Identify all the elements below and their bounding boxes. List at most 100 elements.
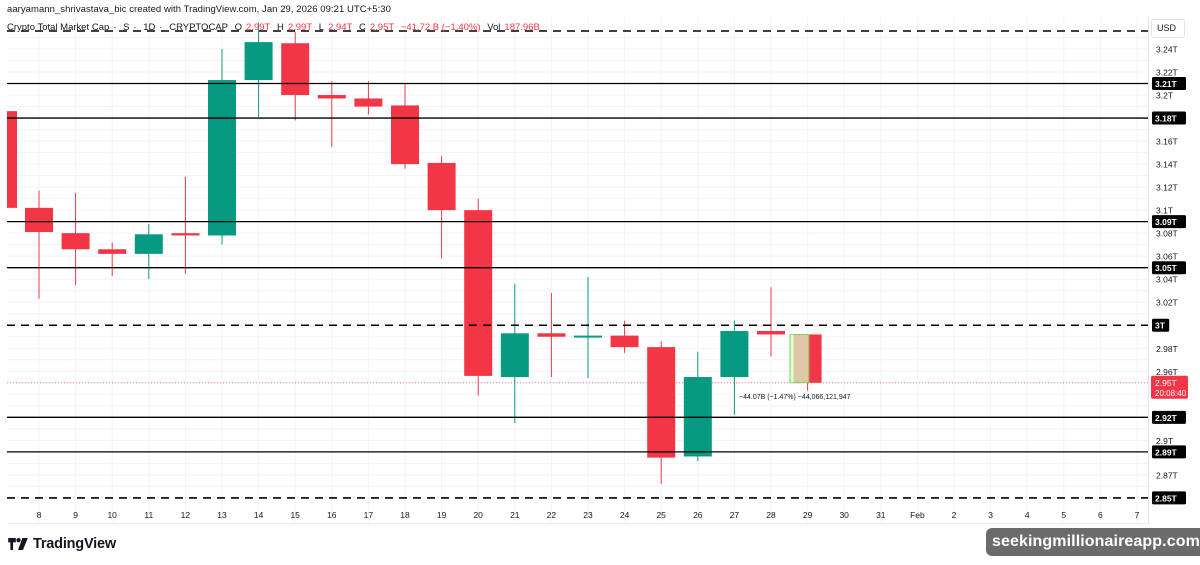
price-tick: 2.98T [1156, 344, 1178, 354]
time-tick: 13 [217, 510, 227, 520]
candle[interactable] [244, 22, 273, 117]
price-tick: 3.14T [1156, 160, 1178, 170]
price-tick: 3.1T [1156, 206, 1173, 216]
candle[interactable] [208, 49, 236, 245]
current-price-label: 2.95T [1155, 378, 1177, 388]
candle[interactable] [134, 223, 163, 280]
symbol-interval[interactable]: 1D [143, 22, 156, 33]
time-tick: 4 [1025, 510, 1030, 520]
symbol-legend[interactable]: Crypto Total Market Cap · S · 1D · CRYPTOCA… [7, 22, 540, 33]
level-label: 3.09T [1155, 217, 1178, 227]
time-tick: 6 [1098, 510, 1103, 520]
candle[interactable] [537, 293, 566, 378]
candle[interactable] [427, 156, 456, 259]
time-tick: 3 [988, 510, 993, 520]
time-tick: 25 [656, 510, 666, 520]
price-tick: 3.06T [1156, 252, 1178, 262]
candle[interactable] [98, 242, 127, 276]
time-tick: 15 [290, 510, 300, 520]
candle[interactable] [647, 341, 676, 485]
time-tick: Feb [910, 510, 925, 520]
chart-grid [7, 17, 1148, 523]
price-axis[interactable]: 3.24T 3.22T 3.2T 3.16T 3.14T 3.12T 3.1T 3.08T 3.… [1151, 45, 1188, 505]
currency-button[interactable]: USD [1151, 19, 1185, 38]
level-label: 3.21T [1155, 79, 1178, 89]
tradingview-logo[interactable]: TradingView [8, 536, 116, 552]
time-tick: 22 [547, 510, 557, 520]
candle[interactable] [500, 283, 529, 424]
level-label: 3.05T [1155, 263, 1178, 273]
candle[interactable] [7, 111, 17, 208]
price-tick: 3.22T [1156, 68, 1178, 78]
level-label: 2.89T [1155, 447, 1178, 457]
time-tick: 30 [839, 510, 849, 520]
time-tick: 12 [181, 510, 191, 520]
candle[interactable] [61, 192, 90, 285]
bar-countdown: 20:08:40 [1155, 389, 1187, 398]
open-value: 2.99T [246, 22, 271, 33]
tradingview-logo-icon [8, 538, 28, 550]
price-axis-separator [1148, 17, 1149, 524]
candle[interactable] [683, 351, 712, 462]
level-label: 3T [1155, 321, 1166, 331]
price-tick: 3.2T [1156, 91, 1173, 101]
candles [7, 22, 822, 485]
measure-label: −44.07B (−1.47%) −44,066,121,947 [739, 394, 851, 401]
candle[interactable] [25, 190, 53, 299]
time-axis-separator [7, 523, 1148, 524]
price-tick: 3.02T [1156, 298, 1178, 308]
time-tick: 24 [620, 510, 630, 520]
candle[interactable] [171, 176, 200, 274]
time-tick: 21 [510, 510, 520, 520]
level-label: 2.92T [1155, 413, 1178, 423]
candle[interactable] [720, 320, 749, 416]
time-tick: 23 [583, 510, 593, 520]
candle[interactable] [574, 276, 602, 379]
site-watermark: seekingmillionaireapp.com [986, 528, 1200, 556]
symbol-ticker: CRYPTOCAP [169, 22, 228, 33]
time-tick: 29 [803, 510, 813, 520]
price-range-measure[interactable]: −44.07B (−1.47%) −44,066,121,947 [739, 333, 851, 401]
candle[interactable] [317, 81, 346, 147]
time-tick: 17 [364, 510, 374, 520]
close-value: 2.95T [369, 22, 395, 33]
candle[interactable] [464, 198, 493, 396]
symbol-name[interactable]: Crypto Total Market Cap [7, 22, 110, 33]
candle[interactable] [354, 81, 383, 115]
time-tick: 28 [766, 510, 776, 520]
time-tick: 16 [327, 510, 337, 520]
candle[interactable] [391, 83, 419, 169]
price-tick: 3.04T [1156, 275, 1178, 285]
time-tick: 14 [254, 510, 264, 520]
low-label: L [318, 22, 325, 33]
price-tick: 3.16T [1156, 137, 1178, 147]
price-tick: 2.96T [1156, 367, 1178, 377]
tradingview-logo-text: TradingView [33, 536, 116, 552]
time-tick: 11 [144, 510, 153, 520]
time-tick: 10 [107, 510, 117, 520]
open-label: O [234, 22, 243, 33]
current-price-badge [1151, 375, 1188, 399]
time-tick: 26 [693, 510, 703, 520]
time-axis[interactable]: 8 9 10 11 12 13 14 15 16 17 18 19 20 21 22 23 24 25 26 27 28… [37, 510, 1140, 520]
time-tick: 8 [37, 510, 42, 520]
volume-value: 187.96B [504, 22, 540, 33]
price-tick: 3.24T [1156, 45, 1178, 55]
horizontal-levels[interactable] [7, 30, 1148, 499]
time-tick: 31 [876, 510, 886, 520]
time-tick: 27 [730, 510, 740, 520]
time-tick: 9 [73, 510, 78, 520]
time-tick: 5 [1061, 510, 1066, 520]
time-tick: 19 [437, 510, 447, 520]
time-tick: 18 [400, 510, 410, 520]
candle[interactable] [757, 287, 785, 357]
level-label: 3.18T [1155, 114, 1178, 124]
change-value: −41.72 B (−1.40%) [400, 22, 481, 33]
high-label: H [276, 22, 284, 33]
candle[interactable] [281, 31, 310, 121]
time-tick: 20 [473, 510, 483, 520]
low-value: 2.94T [328, 22, 353, 33]
close-label: C [359, 22, 366, 33]
volume-label: Vol [487, 22, 501, 33]
